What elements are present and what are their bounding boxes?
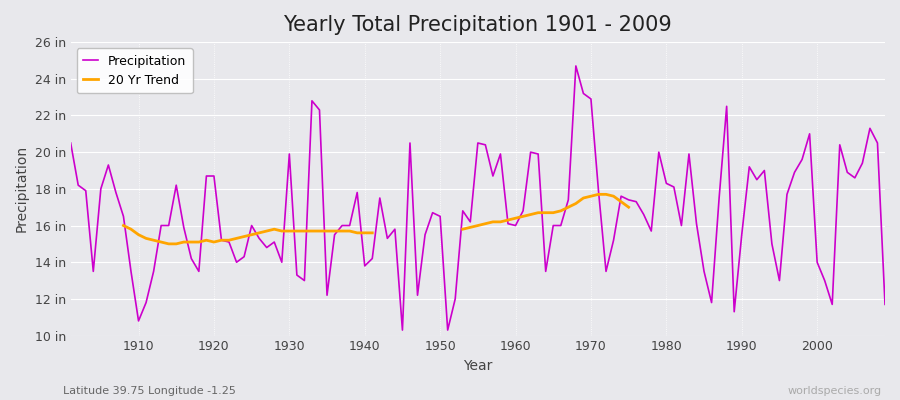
20 Yr Trend [171, 242, 182, 246]
20 Yr Trend [247, 232, 257, 237]
Text: Latitude 39.75 Longitude -1.25: Latitude 39.75 Longitude -1.25 [63, 386, 236, 396]
20 Yr Trend [359, 230, 370, 235]
20 Yr Trend [367, 230, 378, 235]
Y-axis label: Precipitation: Precipitation [15, 145, 29, 232]
20 Yr Trend [345, 229, 356, 234]
Precipitation [337, 223, 347, 228]
20 Yr Trend [329, 229, 340, 234]
20 Yr Trend [216, 238, 227, 243]
Precipitation [397, 328, 408, 332]
20 Yr Trend [231, 236, 242, 241]
20 Yr Trend [178, 240, 189, 244]
20 Yr Trend [118, 223, 129, 228]
20 Yr Trend [307, 229, 318, 234]
20 Yr Trend [163, 242, 174, 246]
20 Yr Trend [261, 229, 272, 234]
20 Yr Trend [133, 232, 144, 237]
20 Yr Trend [292, 229, 302, 234]
Title: Yearly Total Precipitation 1901 - 2009: Yearly Total Precipitation 1901 - 2009 [284, 15, 672, 35]
X-axis label: Year: Year [464, 359, 492, 373]
20 Yr Trend [276, 229, 287, 234]
20 Yr Trend [238, 234, 249, 239]
20 Yr Trend [201, 238, 212, 243]
Line: 20 Yr Trend: 20 Yr Trend [123, 226, 373, 244]
Precipitation [292, 273, 302, 278]
20 Yr Trend [314, 229, 325, 234]
20 Yr Trend [284, 229, 294, 234]
20 Yr Trend [337, 229, 347, 234]
20 Yr Trend [209, 240, 220, 244]
Line: Precipitation: Precipitation [71, 66, 885, 330]
Legend: Precipitation, 20 Yr Trend: Precipitation, 20 Yr Trend [76, 48, 193, 93]
20 Yr Trend [148, 238, 159, 243]
20 Yr Trend [140, 236, 151, 241]
Precipitation [518, 208, 528, 213]
20 Yr Trend [156, 240, 166, 244]
20 Yr Trend [352, 230, 363, 235]
Text: worldspecies.org: worldspecies.org [788, 386, 882, 396]
Precipitation [66, 140, 77, 145]
20 Yr Trend [321, 229, 332, 234]
20 Yr Trend [186, 240, 197, 244]
20 Yr Trend [254, 230, 265, 235]
Precipitation [510, 223, 521, 228]
20 Yr Trend [269, 227, 280, 232]
Precipitation [126, 269, 137, 274]
20 Yr Trend [299, 229, 310, 234]
20 Yr Trend [194, 240, 204, 244]
20 Yr Trend [126, 227, 137, 232]
Precipitation [879, 302, 890, 307]
20 Yr Trend [223, 238, 234, 243]
Precipitation [616, 194, 626, 198]
Precipitation [571, 64, 581, 68]
